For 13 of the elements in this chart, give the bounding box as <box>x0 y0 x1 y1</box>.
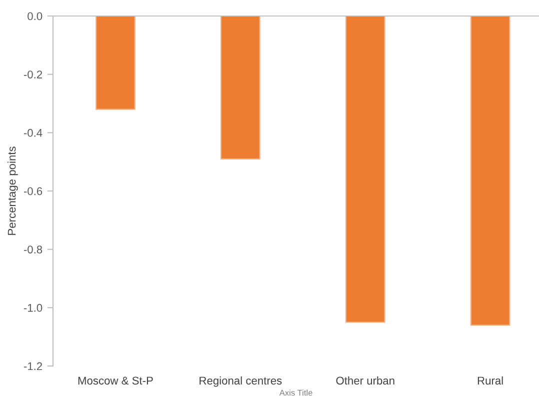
y-tick-label: -0.2 <box>24 70 42 78</box>
y-tick-label: -1.2 <box>24 362 42 370</box>
x-tick-label: Rural <box>478 376 503 385</box>
y-tick-label: -1.0 <box>24 304 42 312</box>
y-axis-title: Percentage points <box>8 146 18 235</box>
y-tick-label: -0.4 <box>24 128 42 137</box>
y-tick-label: 0.0 <box>28 12 42 20</box>
x-tick-label: Moscow & St-P <box>78 376 153 385</box>
y-tick-label: -0.8 <box>24 246 42 254</box>
x-tick-label: Regional centres <box>200 376 282 387</box>
x-tick-label: Other urban <box>336 376 394 385</box>
x-axis-title: Axis Title <box>279 390 312 396</box>
y-tick-label: -0.6 <box>24 187 42 196</box>
